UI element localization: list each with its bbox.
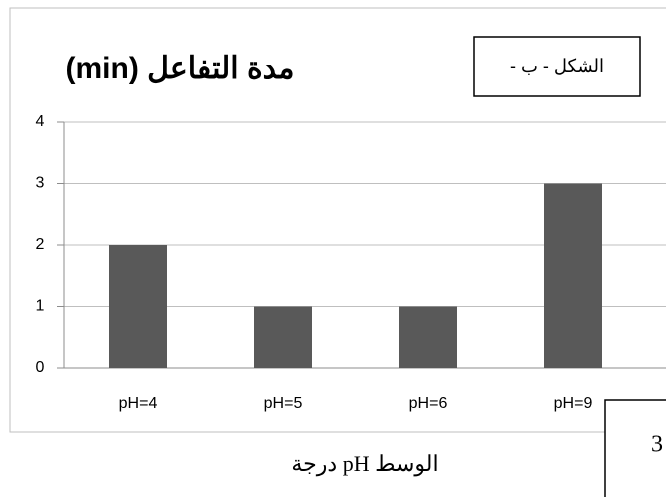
- bar: [399, 306, 457, 368]
- corner-box: [604, 399, 666, 497]
- figure-label-box: [473, 36, 641, 97]
- y-tick-label: 3: [36, 175, 45, 192]
- y-tick-label: 0: [36, 359, 45, 376]
- chart-title: مدة التفاعل (min): [65, 52, 294, 85]
- plot: 0 1 2 3 4 pH=4 pH=5 pH=6 pH=9: [36, 113, 666, 412]
- x-tick-label: pH=5: [264, 395, 303, 412]
- x-axis-label: درجة pH الوسط: [291, 451, 438, 477]
- y-tick-label: 2: [36, 236, 45, 253]
- x-tick-label: pH=4: [119, 395, 158, 412]
- bar: [254, 306, 312, 368]
- bar: [544, 183, 602, 368]
- x-tick-label: pH=9: [554, 395, 593, 412]
- x-tick-label: pH=6: [409, 395, 448, 412]
- figure-label: الشكل - ب -: [510, 56, 604, 76]
- y-tick-label: 1: [36, 298, 45, 315]
- bar: [109, 245, 167, 368]
- corner-label: 3: [651, 432, 663, 458]
- y-tick-label: 4: [36, 113, 45, 130]
